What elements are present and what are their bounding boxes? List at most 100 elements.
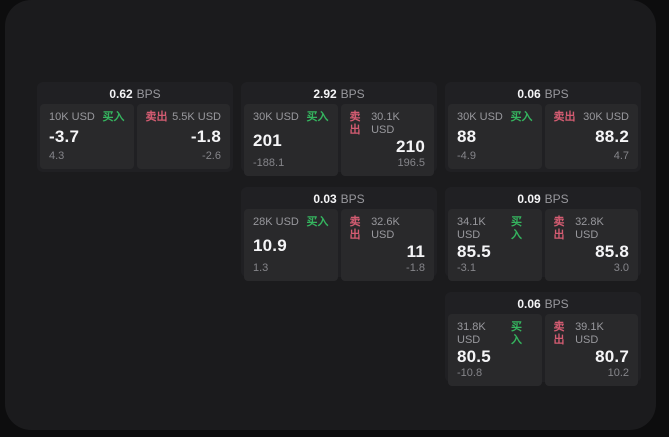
card-header: 0.62 BPS [40, 85, 230, 104]
buy-price: 80.5 [457, 347, 491, 366]
quote-card: 0.62 BPS 10K USD 买入 -3.7 4.3 卖出 5.5K USD… [37, 82, 233, 172]
sell-cell[interactable]: 卖出 39.1K USD 80.7 10.2 [544, 314, 638, 386]
sell-cell[interactable]: 卖出 32.8K USD 85.8 3.0 [544, 209, 638, 281]
sell-notional: 30.1K USD [371, 111, 400, 136]
sell-side-label: 卖出 [145, 111, 168, 123]
buy-delta: -188.1 [253, 157, 285, 169]
buy-cell[interactable]: 10K USD 买入 -3.7 4.3 [40, 104, 134, 169]
sell-price: 210 [396, 137, 425, 156]
bps-unit-label: BPS [544, 87, 569, 101]
sell-cell-top: 卖出 32.8K USD [554, 216, 630, 242]
quote-card: 0.06 BPS 31.8K USD 买入 80.5 -10.8 卖出 39.1… [445, 292, 641, 386]
buy-delta: 1.3 [253, 262, 269, 274]
buy-cell-top: 31.8K USD 买入 [457, 321, 533, 347]
quote-card: 0.03 BPS 28K USD 买入 10.9 1.3 卖出 32.6K US… [241, 187, 437, 281]
buy-delta: -4.9 [457, 150, 476, 162]
sell-side-label: 卖出 [553, 321, 565, 346]
card-header: 0.06 BPS [448, 295, 638, 314]
sell-cell[interactable]: 卖出 30.1K USD 210 196.5 [340, 104, 434, 176]
main-panel: 0.62 BPS 10K USD 买入 -3.7 4.3 卖出 5.5K USD… [5, 0, 656, 430]
buy-cell-top: 30K USD 买入 [253, 111, 329, 124]
bps-unit-label: BPS [544, 297, 569, 311]
cards-grid: 0.62 BPS 10K USD 买入 -3.7 4.3 卖出 5.5K USD… [37, 82, 641, 386]
card-header: 0.09 BPS [448, 190, 638, 209]
buy-cell-top: 34.1K USD 买入 [457, 216, 533, 242]
sell-price: 88.2 [595, 127, 629, 146]
buy-delta: 4.3 [49, 150, 65, 162]
sell-cell-top: 卖出 30K USD [554, 111, 630, 124]
sell-cell[interactable]: 卖出 30K USD 88.2 4.7 [544, 104, 638, 169]
buy-notional: 10K USD [49, 111, 95, 123]
buy-notional: 34.1K USD [457, 216, 486, 241]
buy-price: 201 [253, 130, 282, 150]
sell-cell[interactable]: 卖出 32.6K USD 11 -1.8 [340, 209, 434, 281]
sell-delta: -1.8 [406, 262, 425, 274]
bps-value: 0.06 [517, 87, 541, 101]
buy-price: -3.7 [49, 127, 80, 146]
bps-unit-label: BPS [136, 87, 161, 101]
buy-cell-top: 28K USD 买入 [253, 216, 329, 229]
quote-card: 0.06 BPS 30K USD 买入 88 -4.9 卖出 30K USD 8… [445, 82, 641, 172]
buy-side-label: 买入 [306, 216, 329, 228]
card-body: 28K USD 买入 10.9 1.3 卖出 32.6K USD 11 -1.8 [244, 209, 434, 281]
bps-value: 2.92 [313, 87, 337, 101]
sell-cell-top: 卖出 39.1K USD [554, 321, 630, 347]
buy-side-label: 买入 [306, 111, 329, 123]
sell-delta: -2.6 [202, 150, 221, 162]
sell-side-label: 卖出 [349, 111, 361, 136]
buy-cell[interactable]: 30K USD 买入 88 -4.9 [448, 104, 542, 169]
card-header: 0.06 BPS [448, 85, 638, 104]
buy-side-label: 买入 [510, 321, 522, 346]
sell-side-label: 卖出 [553, 111, 576, 123]
card-header: 2.92 BPS [244, 85, 434, 104]
sell-cell-top: 卖出 5.5K USD [146, 111, 222, 124]
buy-delta: -10.8 [457, 367, 483, 379]
sell-cell[interactable]: 卖出 5.5K USD -1.8 -2.6 [136, 104, 230, 169]
sell-notional: 39.1K USD [575, 321, 604, 346]
card-body: 30K USD 买入 88 -4.9 卖出 30K USD 88.2 4.7 [448, 104, 638, 169]
sell-price: 85.8 [595, 242, 629, 261]
sell-side-label: 卖出 [553, 216, 565, 241]
sell-notional: 30K USD [583, 111, 629, 123]
buy-cell-top: 30K USD 买入 [457, 111, 533, 124]
buy-side-label: 买入 [510, 111, 533, 123]
quote-card: 2.92 BPS 30K USD 买入 201 -188.1 卖出 30.1K … [241, 82, 437, 176]
sell-price: 11 [406, 242, 425, 261]
buy-notional: 30K USD [457, 111, 503, 123]
buy-cell[interactable]: 30K USD 买入 201 -188.1 [244, 104, 338, 176]
buy-notional: 30K USD [253, 111, 299, 123]
sell-delta: 4.7 [613, 150, 629, 162]
bps-value: 0.09 [517, 192, 541, 206]
bps-value: 0.06 [517, 297, 541, 311]
sell-price: 80.7 [595, 347, 629, 366]
buy-side-label: 买入 [510, 216, 522, 241]
buy-notional: 31.8K USD [457, 321, 486, 346]
sell-price: -1.8 [190, 127, 221, 146]
buy-price: 10.9 [253, 235, 287, 255]
bps-value: 0.62 [109, 87, 133, 101]
sell-notional: 32.8K USD [575, 216, 604, 241]
buy-price: 85.5 [457, 242, 491, 261]
sell-notional: 5.5K USD [172, 111, 221, 123]
bps-value: 0.03 [313, 192, 337, 206]
quote-card: 0.09 BPS 34.1K USD 买入 85.5 -3.1 卖出 32.8K… [445, 187, 641, 281]
card-body: 10K USD 买入 -3.7 4.3 卖出 5.5K USD -1.8 -2.… [40, 104, 230, 169]
buy-cell[interactable]: 28K USD 买入 10.9 1.3 [244, 209, 338, 281]
sell-delta: 10.2 [607, 367, 629, 379]
buy-price: 88 [457, 127, 477, 146]
card-body: 31.8K USD 买入 80.5 -10.8 卖出 39.1K USD 80.… [448, 314, 638, 386]
bps-unit-label: BPS [340, 192, 365, 206]
sell-notional: 32.6K USD [371, 216, 400, 241]
buy-cell-top: 10K USD 买入 [49, 111, 125, 124]
card-body: 34.1K USD 买入 85.5 -3.1 卖出 32.8K USD 85.8… [448, 209, 638, 281]
bps-unit-label: BPS [544, 192, 569, 206]
buy-notional: 28K USD [253, 216, 299, 228]
buy-cell[interactable]: 31.8K USD 买入 80.5 -10.8 [448, 314, 542, 386]
buy-delta: -3.1 [457, 262, 476, 274]
buy-side-label: 买入 [102, 111, 125, 123]
card-header: 0.03 BPS [244, 190, 434, 209]
card-body: 30K USD 买入 201 -188.1 卖出 30.1K USD 210 1… [244, 104, 434, 176]
sell-side-label: 卖出 [349, 216, 361, 241]
buy-cell[interactable]: 34.1K USD 买入 85.5 -3.1 [448, 209, 542, 281]
bps-unit-label: BPS [340, 87, 365, 101]
